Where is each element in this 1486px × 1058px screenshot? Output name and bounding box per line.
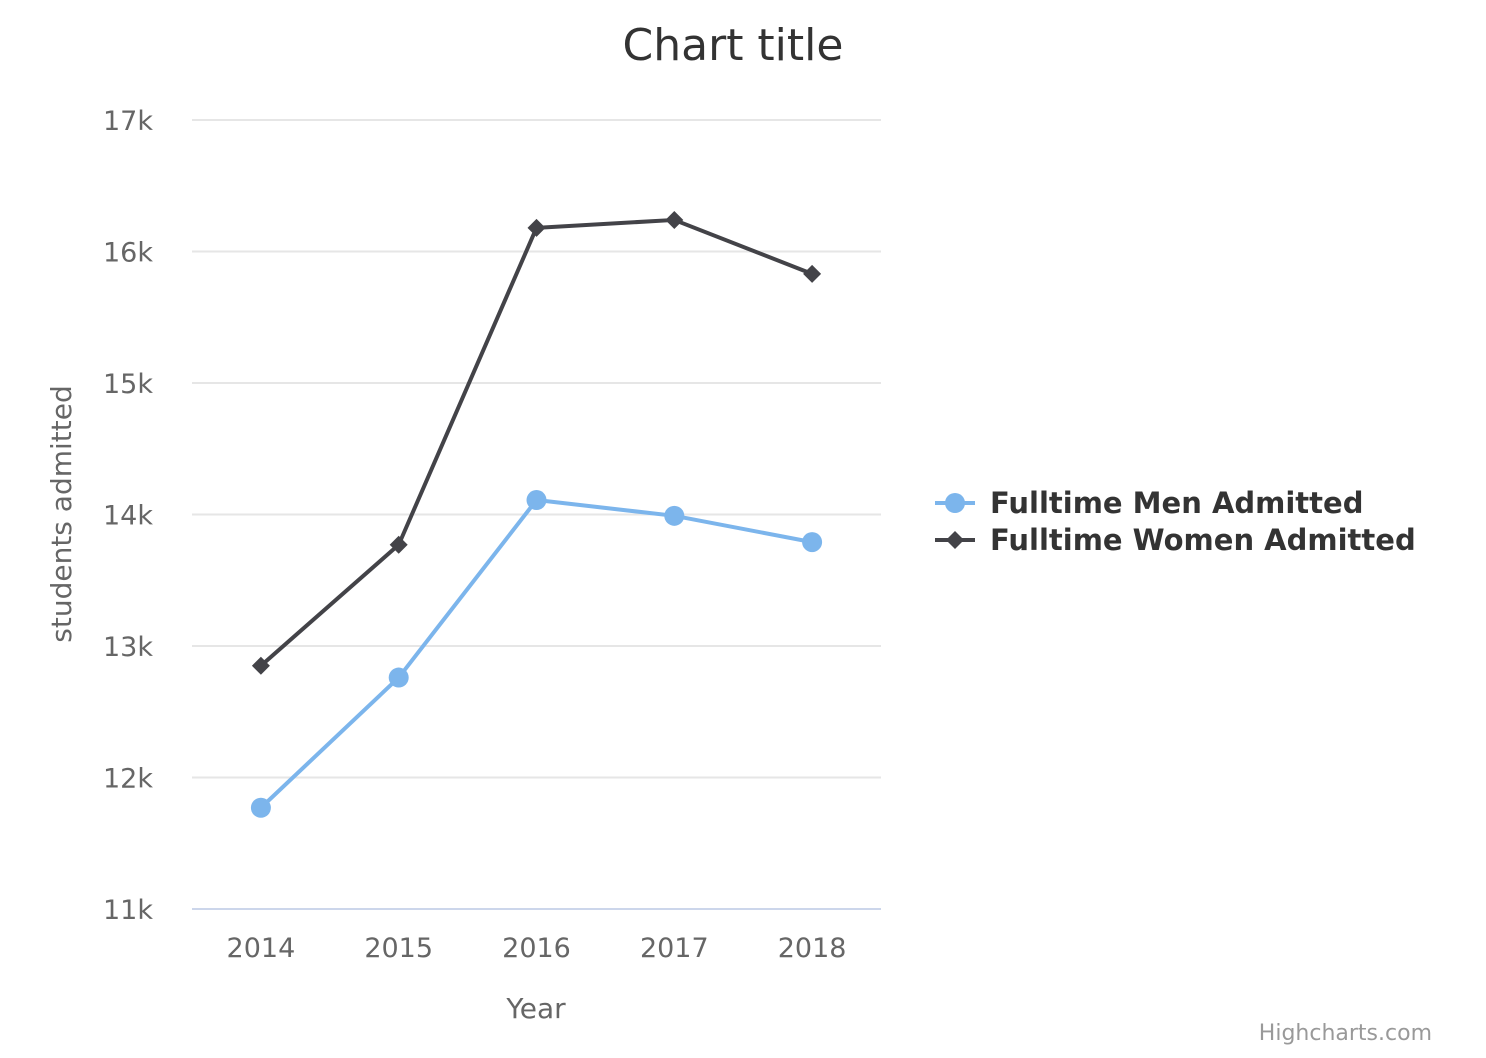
- data-point-marker[interactable]: [664, 505, 685, 526]
- legend-label: Fulltime Women Admitted: [990, 523, 1416, 557]
- data-point-marker[interactable]: [389, 535, 408, 554]
- data-point-marker[interactable]: [665, 210, 684, 229]
- credits-link[interactable]: Highcharts.com: [1259, 1021, 1432, 1046]
- data-point-marker[interactable]: [802, 532, 823, 553]
- data-point-marker[interactable]: [250, 797, 271, 818]
- data-point-marker[interactable]: [527, 218, 546, 237]
- legend-item[interactable]: Fulltime Women Admitted: [935, 523, 1416, 557]
- data-point-marker[interactable]: [803, 264, 822, 283]
- x-tick-label: 2014: [227, 933, 296, 964]
- data-point-marker[interactable]: [388, 667, 409, 688]
- y-axis-ticks: 11k 12k 13k 14k 15k 16k 17k: [103, 106, 153, 926]
- y-tick-label: 17k: [103, 106, 153, 137]
- y-tick-label: 12k: [103, 764, 153, 795]
- y-tick-label: 16k: [103, 238, 153, 269]
- chart-title: Chart title: [623, 20, 844, 71]
- y-axis-title: students admitted: [45, 385, 78, 642]
- series-2: [251, 210, 822, 675]
- x-tick-label: 2016: [502, 933, 571, 964]
- x-axis-ticks: 2014 2015 2016 2017 2018: [227, 933, 847, 964]
- grid-lines: [192, 119, 881, 779]
- series-1: [250, 490, 823, 818]
- y-tick-label: 15k: [103, 369, 153, 400]
- x-axis-title: Year: [505, 992, 566, 1025]
- y-tick-label: 14k: [103, 501, 153, 532]
- series-group: [250, 210, 823, 818]
- x-tick-label: 2018: [778, 933, 847, 964]
- legend-label: Fulltime Men Admitted: [990, 486, 1363, 520]
- legend-marker: [945, 493, 965, 513]
- x-tick-label: 2017: [640, 933, 709, 964]
- y-tick-label: 13k: [103, 632, 153, 663]
- data-point-marker[interactable]: [526, 490, 547, 511]
- data-point-marker[interactable]: [251, 656, 270, 675]
- series-line[interactable]: [258, 498, 815, 810]
- x-tick-label: 2015: [364, 933, 433, 964]
- legend-item[interactable]: Fulltime Men Admitted: [935, 486, 1363, 520]
- legend-marker: [946, 531, 964, 549]
- series-line[interactable]: [258, 217, 815, 668]
- y-tick-label: 11k: [103, 895, 153, 926]
